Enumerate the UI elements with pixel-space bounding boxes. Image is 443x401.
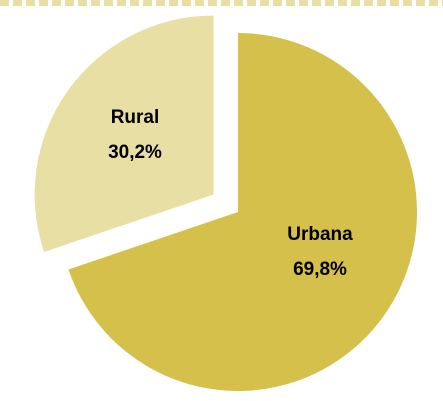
slice-name-label-urbana: Urbana [287, 224, 353, 245]
slice-value-label-urbana: 69,8% [293, 259, 347, 280]
slice-name-label-rural: Rural [111, 107, 160, 128]
slice-value-label-rural: 30,2% [108, 142, 162, 163]
slice-rural [34, 15, 214, 252]
slice-urbana [68, 33, 417, 391]
